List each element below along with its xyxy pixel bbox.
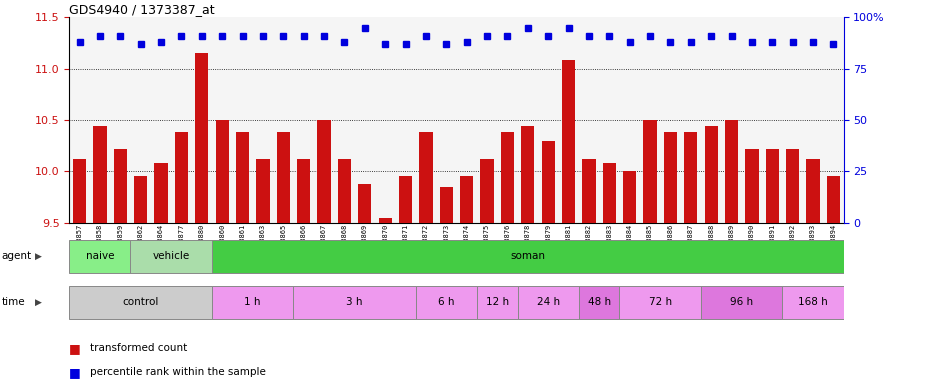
Bar [69,240,130,273]
Bar [684,132,697,223]
Text: ■: ■ [69,342,81,355]
Text: soman: soman [511,251,546,262]
Bar [480,159,494,223]
Bar [518,286,579,319]
Bar [256,159,269,223]
Bar [216,120,228,223]
Bar [477,286,518,319]
Bar [783,286,844,319]
Bar [130,240,212,273]
Bar [701,286,783,319]
Bar [317,120,330,223]
Text: ▶: ▶ [35,298,42,307]
Text: vehicle: vehicle [153,251,190,262]
Text: 6 h: 6 h [438,297,454,308]
Bar [114,149,127,223]
Bar [93,126,106,223]
Bar [827,177,840,223]
Bar [154,163,167,223]
Bar [69,286,212,319]
Text: 72 h: 72 h [648,297,672,308]
Text: 168 h: 168 h [798,297,828,308]
Text: naive: naive [86,251,114,262]
Bar [378,218,392,223]
Text: ■: ■ [69,366,81,379]
Bar [766,149,779,223]
Bar [583,159,596,223]
Bar [236,132,249,223]
Bar [297,159,310,223]
Text: 12 h: 12 h [486,297,509,308]
Text: agent: agent [2,251,32,262]
Bar [439,187,453,223]
Bar [579,286,620,319]
Text: 24 h: 24 h [536,297,560,308]
Text: 3 h: 3 h [346,297,363,308]
Text: transformed count: transformed count [90,343,187,353]
Bar [293,286,415,319]
Bar [134,177,147,223]
Bar [786,149,799,223]
Text: ▶: ▶ [35,252,42,261]
Bar [521,126,535,223]
Bar [419,132,433,223]
Bar [277,132,290,223]
Text: control: control [122,297,159,308]
Bar [415,286,477,319]
Text: 96 h: 96 h [730,297,753,308]
Bar [807,159,820,223]
Bar [746,149,758,223]
Bar [725,120,738,223]
Bar [644,120,657,223]
Bar [358,184,372,223]
Bar [399,177,413,223]
Bar [541,141,555,223]
Bar [603,163,616,223]
Bar [705,126,718,223]
Text: 48 h: 48 h [587,297,610,308]
Bar [212,240,844,273]
Bar [620,286,701,319]
Bar [175,132,188,223]
Text: percentile rank within the sample: percentile rank within the sample [90,367,265,377]
Bar [195,53,208,223]
Bar [561,60,575,223]
Bar [460,177,474,223]
Bar [212,286,293,319]
Bar [338,159,352,223]
Bar [623,171,636,223]
Text: GDS4940 / 1373387_at: GDS4940 / 1373387_at [69,3,215,16]
Text: time: time [2,297,26,308]
Bar [73,159,86,223]
Bar [664,132,677,223]
Bar [500,132,514,223]
Text: 1 h: 1 h [244,297,261,308]
